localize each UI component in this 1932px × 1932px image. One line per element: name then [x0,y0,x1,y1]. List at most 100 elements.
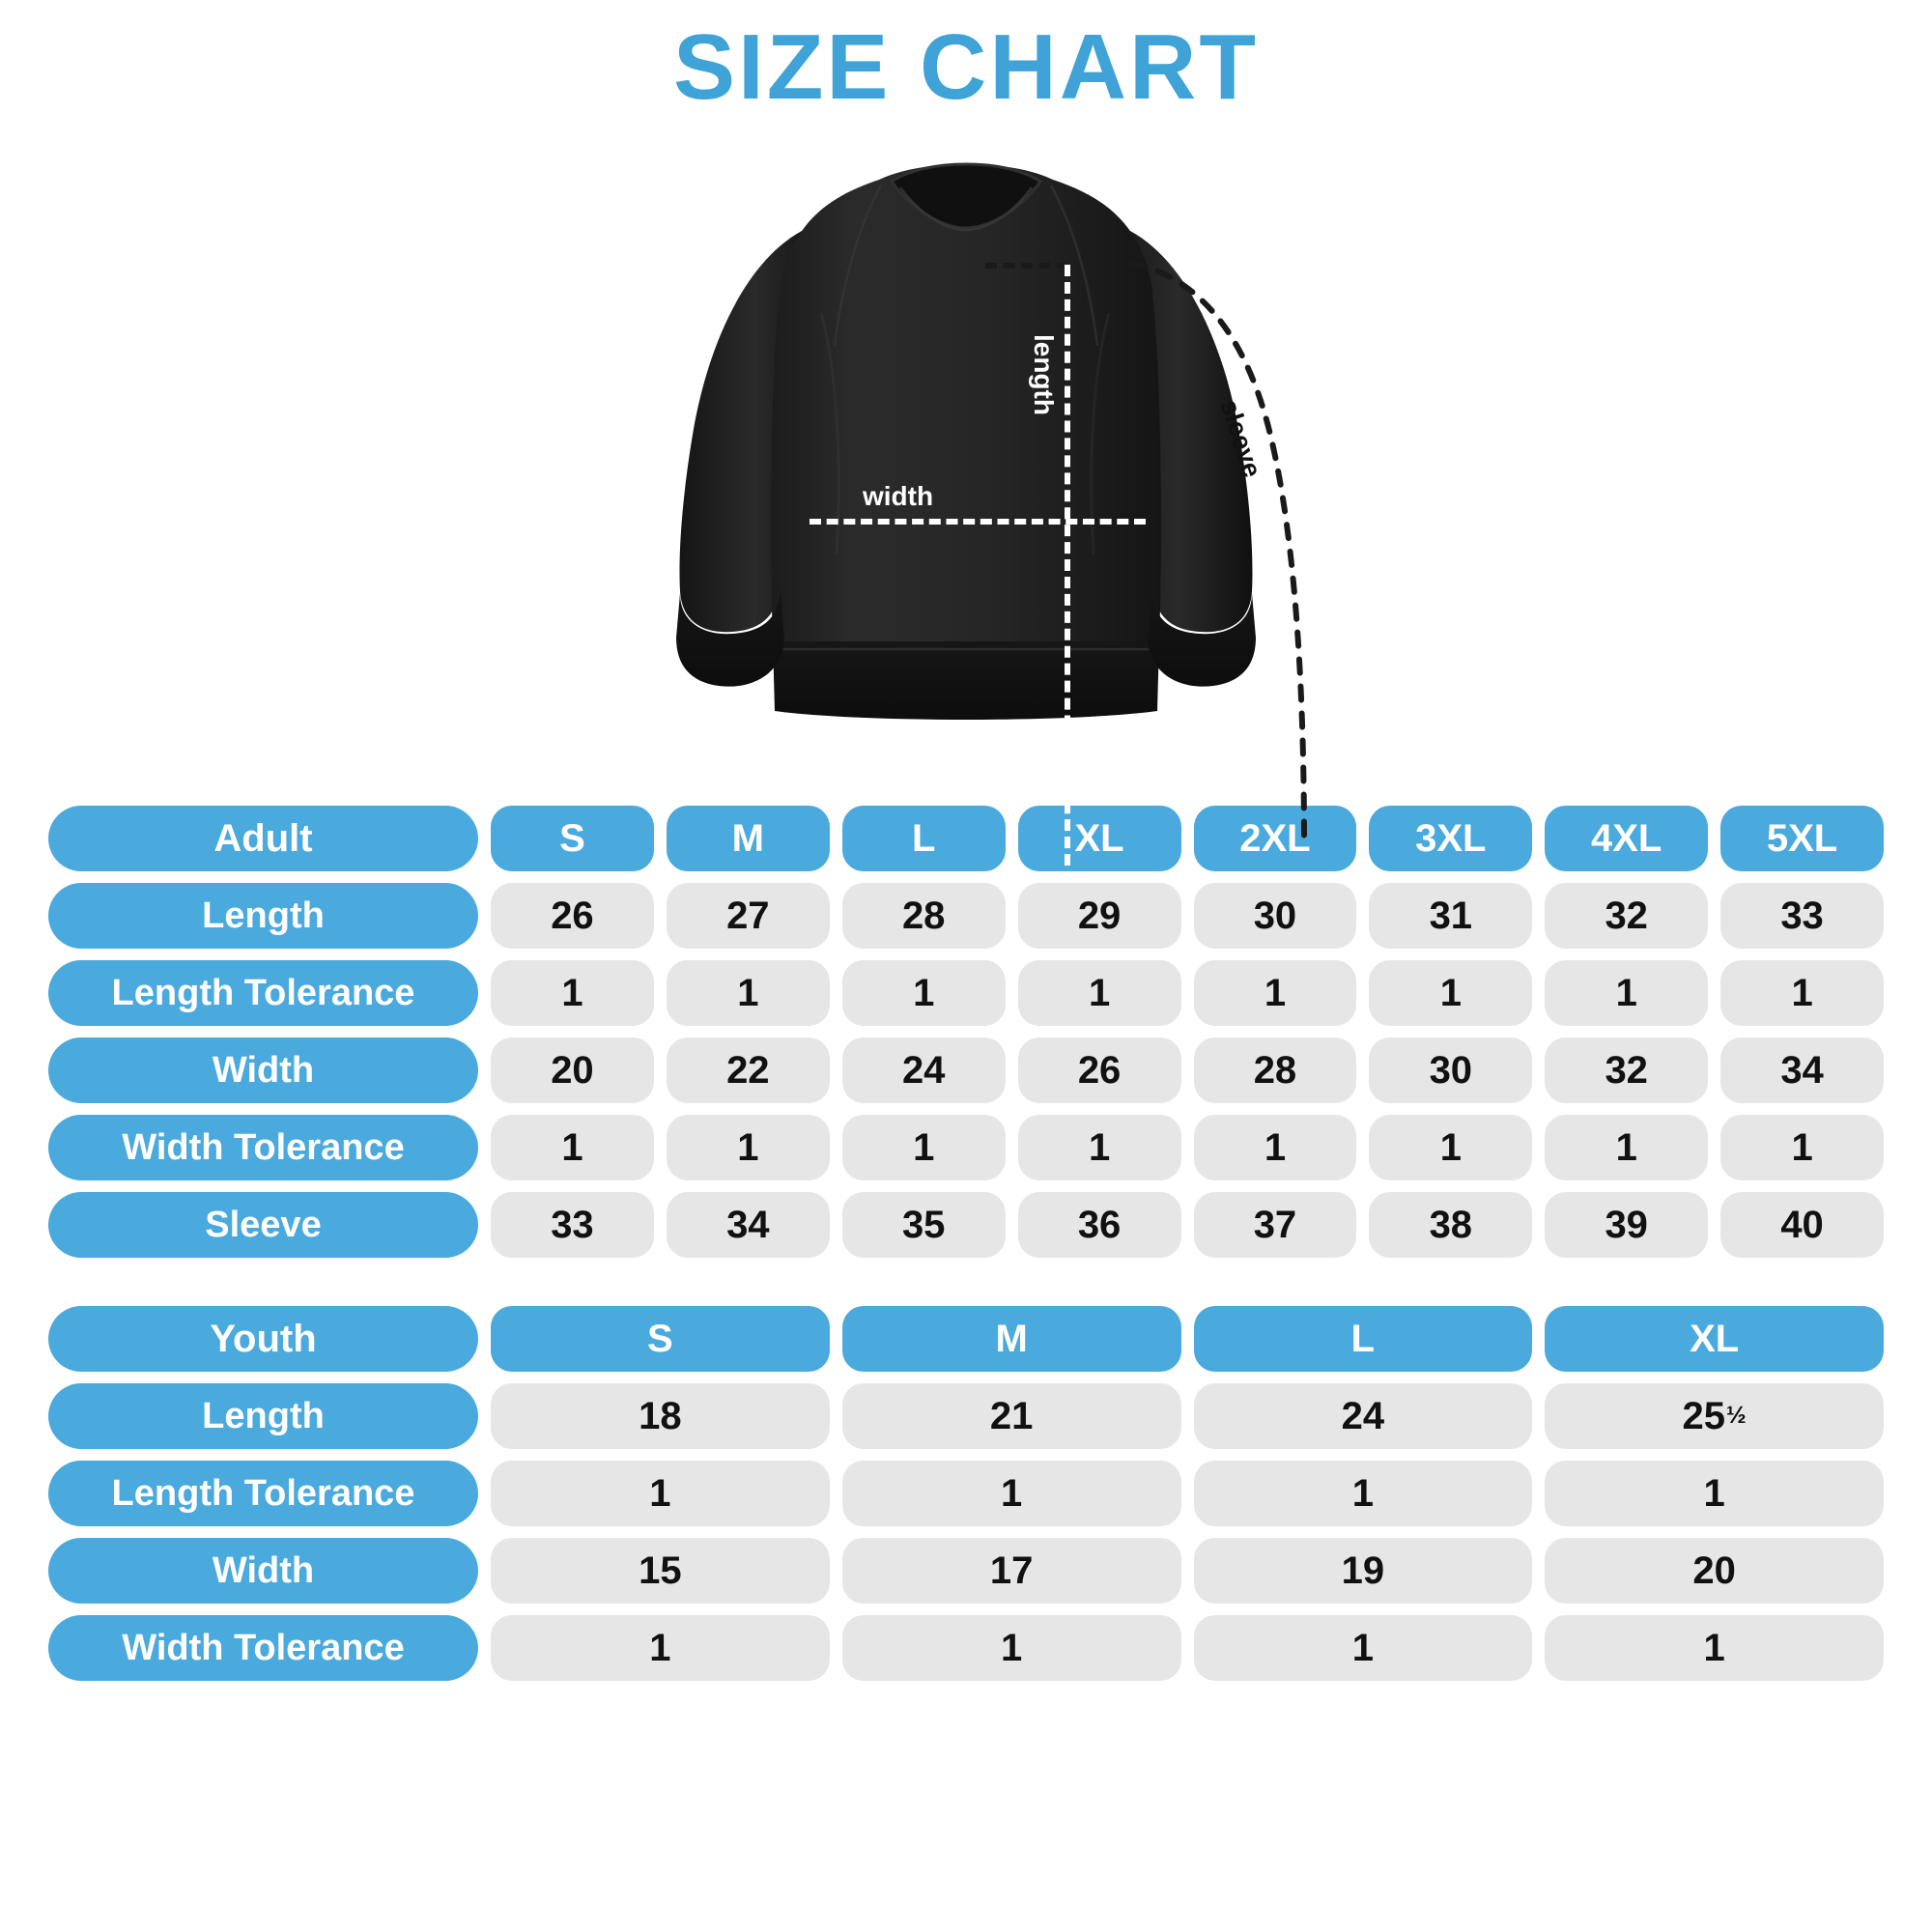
size-header-cell: L [1193,1306,1533,1372]
measurement-cell: 1 [491,1115,654,1180]
length-label: length [1029,334,1059,415]
size-header-cell: M [666,806,830,871]
page-title: SIZE CHART [673,15,1259,119]
measurement-cell: 18 [491,1383,830,1449]
measurement-cell: 24 [841,1037,1006,1103]
row-label: Length Tolerance [48,960,478,1026]
measurement-cell: 1 [841,1115,1006,1180]
size-header-cells: S M L XL [491,1306,1884,1372]
measurement-cell: 15 [491,1538,830,1604]
row-value-cells: 26 27 28 29 30 31 32 33 [491,883,1884,949]
measurement-cell: 1 [1193,1115,1357,1180]
table-row: Length 18 21 24 25 ½ [48,1383,1884,1449]
table-row: Width 20 22 24 26 28 30 32 34 [48,1037,1884,1103]
measurement-cell: 30 [1369,1037,1533,1103]
measurement-cell: 26 [1017,1037,1181,1103]
measurement-cell: 1 [666,960,830,1026]
width-guide-line [810,519,1146,525]
table-group-label: Youth [48,1306,478,1372]
width-label: width [863,481,934,511]
measurement-cell: 29 [1017,883,1181,949]
row-label: Width Tolerance [48,1615,478,1681]
measurement-cell: 1 [1545,1615,1884,1681]
size-header-cell: 2XL [1193,806,1357,871]
measurement-cell: 1 [1369,1115,1533,1180]
measurement-cell: 1 [1545,1461,1884,1526]
measurement-cell: 1 [841,960,1006,1026]
sleeve-guide-line [1129,260,1307,847]
measurement-cell: 40 [1720,1192,1884,1258]
youth-size-table: Youth S M L XL Length 18 21 24 25 ½ Length Toleranc… [48,1306,1884,1681]
measurement-cell: 1 [1545,960,1709,1026]
measurement-cell: 20 [1545,1538,1884,1604]
measurement-cell: 36 [1017,1192,1181,1258]
measurement-cell: 24 [1193,1383,1533,1449]
measurement-cell: 17 [841,1538,1181,1604]
table-row: Width Tolerance 1 1 1 1 1 1 1 1 [48,1115,1884,1180]
measurement-cell: 28 [1193,1037,1357,1103]
measurement-cell: 1 [841,1615,1181,1681]
measurement-cell: 31 [1369,883,1533,949]
measurement-cell: 1 [1193,1461,1533,1526]
measurement-cell: 30 [1193,883,1357,949]
table-header-row: Adult S M L XL 2XL 3XL 4XL 5XL [48,806,1884,871]
row-label: Sleeve [48,1192,478,1258]
size-header-cell: S [491,806,654,871]
table-row: Width Tolerance 1 1 1 1 [48,1615,1884,1681]
measurement-cell: 1 [666,1115,830,1180]
row-label: Width Tolerance [48,1115,478,1180]
size-header-cells: S M L XL 2XL 3XL 4XL 5XL [491,806,1884,871]
measurement-cell: 38 [1369,1192,1533,1258]
measurement-cell: 26 [491,883,654,949]
measurement-cell: 28 [841,883,1006,949]
measurement-cell: 1 [491,1461,830,1526]
size-header-cell: L [841,806,1006,871]
measurement-cell: 32 [1545,1037,1709,1103]
measurement-cell: 1 [1545,1115,1709,1180]
length-top-guide [985,263,1068,269]
measurement-cell: 34 [1720,1037,1884,1103]
measurement-cell: 27 [666,883,830,949]
measurement-cell: 19 [1193,1538,1533,1604]
measurement-cell: 32 [1545,883,1709,949]
measurement-cell: 20 [491,1037,654,1103]
row-value-cells: 15 17 19 20 [491,1538,1884,1604]
adult-size-table: Adult S M L XL 2XL 3XL 4XL 5XL Length 26 27 28 29 30 31… [48,806,1884,1258]
measurement-cell: 33 [1720,883,1884,949]
measurement-cell: 1 [1193,960,1357,1026]
size-header-cell: S [491,1306,830,1372]
measurement-cell: 1 [1017,1115,1181,1180]
table-group-label: Adult [48,806,478,871]
measurement-cell: 1 [1017,960,1181,1026]
size-header-cell: 4XL [1545,806,1709,871]
row-label: Width [48,1037,478,1103]
size-header-cell: 3XL [1369,806,1533,871]
measurement-cell: 1 [491,1615,830,1681]
table-row: Sleeve 33 34 35 36 37 38 39 40 [48,1192,1884,1258]
measurement-cell: 1 [1720,960,1884,1026]
row-label: Length [48,883,478,949]
row-value-cells: 18 21 24 25 ½ [491,1383,1884,1449]
length-guide-line [1065,265,1070,883]
row-value-cells: 20 22 24 26 28 30 32 34 [491,1037,1884,1103]
garment-diagram: width length sleeve [0,120,1932,883]
measurement-cell: 22 [666,1037,830,1103]
measurement-cell: 21 [841,1383,1181,1449]
size-header-cell: XL [1545,1306,1884,1372]
table-header-row: Youth S M L XL [48,1306,1884,1372]
measurement-cell: 39 [1545,1192,1709,1258]
row-label: Length [48,1383,478,1449]
row-label: Width [48,1538,478,1604]
table-row: Width 15 17 19 20 [48,1538,1884,1604]
size-header-cell: 5XL [1720,806,1884,871]
table-row: Length 26 27 28 29 30 31 32 33 [48,883,1884,949]
size-header-cell: M [841,1306,1181,1372]
row-label: Length Tolerance [48,1461,478,1526]
measurement-cell: 1 [491,960,654,1026]
measurement-cell: 37 [1193,1192,1357,1258]
measurement-cell: 1 [1720,1115,1884,1180]
